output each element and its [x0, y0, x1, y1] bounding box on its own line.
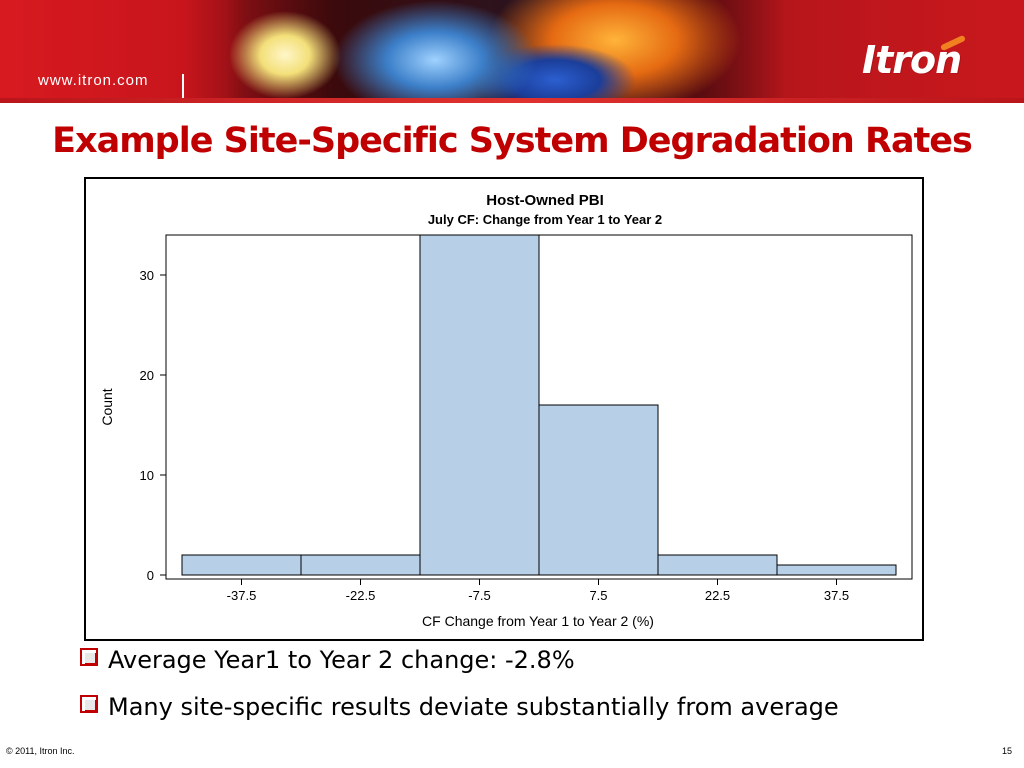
- histogram-bar-6: [776, 564, 897, 576]
- x-tick-label: 22.5: [705, 588, 730, 603]
- histogram-bar-2: [300, 554, 421, 576]
- histogram-bar-1: [181, 554, 302, 576]
- x-tick-label: -37.5: [227, 588, 257, 603]
- histogram-bar-5: [657, 554, 778, 576]
- x-tick-label: 37.5: [824, 588, 849, 603]
- page-number: 15: [1001, 746, 1012, 756]
- y-tick-label: 30: [140, 268, 154, 283]
- y-axis: 0 10 20 30: [140, 268, 166, 583]
- y-tick-label: 20: [140, 368, 154, 383]
- url-divider: [182, 74, 184, 98]
- banner-stripe: [0, 98, 1024, 103]
- histogram-chart: Host-Owned PBI July CF: Change from Year…: [84, 177, 924, 641]
- bullet-text: Average Year1 to Year 2 change: -2.8%: [108, 646, 575, 674]
- y-axis-label: Count: [99, 388, 115, 425]
- bullet-deviation: Many site-specific results deviate subst…: [80, 692, 839, 722]
- histogram-bar-4: [538, 404, 659, 576]
- bar-group: [181, 234, 897, 576]
- website-url[interactable]: www.itron.com: [38, 72, 149, 89]
- bullet-text: Many site-specific results deviate subst…: [108, 693, 839, 721]
- y-tick-label: 0: [147, 568, 154, 583]
- checkbox-bullet-icon: [80, 695, 98, 713]
- checkbox-bullet-icon: [80, 648, 98, 666]
- x-axis-label: CF Change from Year 1 to Year 2 (%): [422, 613, 654, 629]
- itron-logo: Itron: [862, 38, 962, 82]
- x-tick-label: 7.5: [589, 588, 607, 603]
- slide-title: Example Site-Specific System Degradation…: [52, 121, 973, 161]
- x-tick-label: -22.5: [346, 588, 376, 603]
- chart-canvas: Host-Owned PBI July CF: Change from Year…: [99, 192, 913, 629]
- banner-photo: [225, 0, 785, 103]
- x-axis: -37.5 -22.5 -7.5 7.5 22.5 37.5: [227, 579, 849, 603]
- chart-title: Host-Owned PBI: [486, 192, 604, 209]
- footer-copyright: © 2011, Itron Inc.: [6, 746, 75, 756]
- x-tick-label: -7.5: [468, 588, 490, 603]
- header-banner: www.itron.com Itron: [0, 0, 1024, 103]
- y-tick-label: 10: [140, 468, 154, 483]
- chart-subtitle: July CF: Change from Year 1 to Year 2: [428, 212, 662, 227]
- histogram-bar-3: [419, 234, 540, 576]
- bullet-average-change: Average Year1 to Year 2 change: -2.8%: [80, 645, 575, 675]
